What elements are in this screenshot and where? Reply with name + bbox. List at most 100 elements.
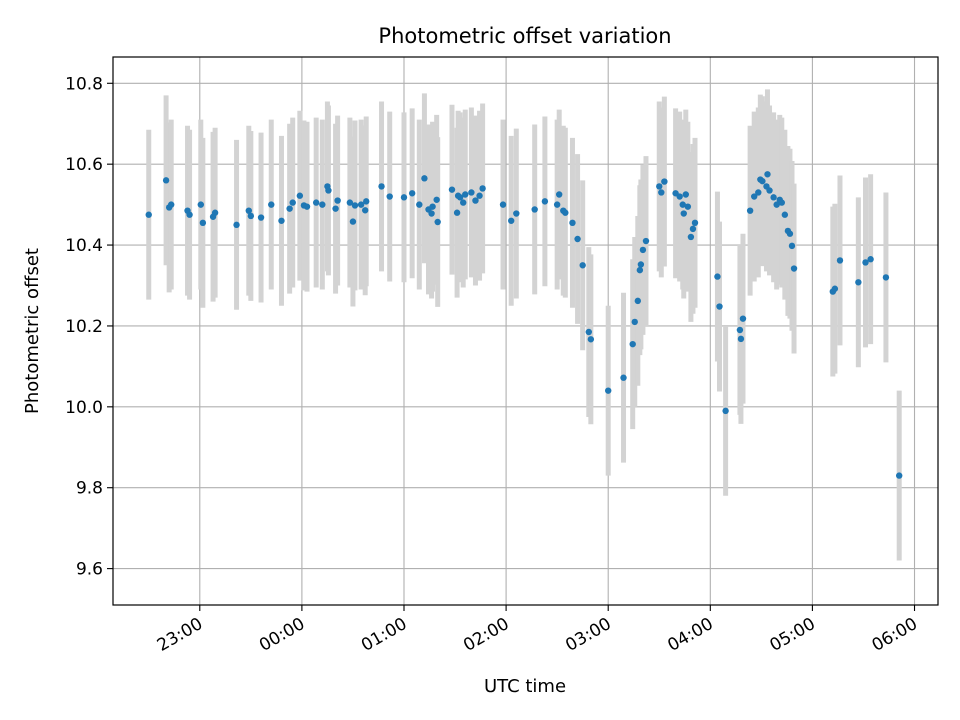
- data-point: [882, 274, 890, 281]
- data-point: [682, 191, 690, 198]
- data-point: [357, 201, 365, 208]
- data-point: [199, 219, 207, 227]
- y-axis-label: Photometric offset: [22, 248, 43, 414]
- data-point: [361, 207, 369, 214]
- data-point: [476, 192, 483, 199]
- data-point: [736, 326, 744, 334]
- data-point: [472, 197, 479, 204]
- data-point: [770, 194, 777, 201]
- data-point: [636, 266, 644, 274]
- data-point: [764, 171, 771, 178]
- data-point: [773, 201, 780, 208]
- data-point: [862, 259, 869, 266]
- data-point: [531, 206, 538, 213]
- data-point: [766, 187, 773, 194]
- data-point: [778, 199, 785, 206]
- data-point: [278, 217, 285, 224]
- data-point: [562, 209, 569, 216]
- data-point: [289, 199, 296, 206]
- data-point: [421, 175, 428, 182]
- data-point: [363, 198, 370, 205]
- data-point: [585, 328, 593, 336]
- data-point: [332, 205, 339, 212]
- data-point: [555, 191, 563, 198]
- data-point: [658, 189, 665, 196]
- y-tick-label: 10.6: [65, 155, 103, 175]
- data-point: [400, 194, 408, 201]
- data-point: [349, 218, 357, 225]
- data-point: [737, 335, 745, 343]
- data-point: [722, 407, 729, 415]
- data-point: [145, 211, 152, 218]
- data-point: [896, 472, 903, 479]
- data-point: [631, 318, 638, 326]
- data-point: [569, 219, 576, 227]
- x-axis-label: UTC time: [484, 676, 566, 697]
- data-point: [716, 303, 723, 310]
- data-point: [303, 203, 311, 210]
- data-point: [167, 201, 175, 208]
- data-point: [319, 201, 326, 208]
- data-point: [456, 194, 464, 201]
- data-point: [746, 207, 754, 214]
- data-point: [755, 189, 762, 196]
- y-tick-label: 10.8: [65, 74, 103, 94]
- data-point: [186, 211, 193, 218]
- data-point: [579, 262, 586, 269]
- data-point: [428, 210, 435, 217]
- data-point: [434, 218, 441, 226]
- data-point: [739, 315, 747, 322]
- data-point: [751, 193, 758, 200]
- data-point: [634, 297, 642, 305]
- data-point: [499, 201, 507, 208]
- data-points: [145, 171, 903, 479]
- data-point: [351, 202, 359, 209]
- data-point: [790, 265, 798, 272]
- data-point: [642, 237, 650, 245]
- data-point: [296, 192, 304, 199]
- data-point: [508, 217, 515, 224]
- data-point: [855, 279, 862, 286]
- data-point: [479, 185, 486, 192]
- plot-area-frame: [112, 56, 939, 606]
- data-point: [836, 257, 844, 264]
- data-point: [689, 225, 697, 233]
- data-point: [245, 207, 252, 214]
- y-tick-label: 10.2: [65, 317, 103, 337]
- data-point: [867, 256, 874, 263]
- data-point: [714, 273, 721, 280]
- chart-title: Photometric offset variation: [378, 24, 671, 48]
- data-point: [247, 212, 255, 220]
- y-tick-label: 9.8: [76, 479, 103, 499]
- data-point: [691, 219, 699, 227]
- data-point: [656, 183, 663, 190]
- data-point: [462, 191, 469, 198]
- data-point: [453, 209, 461, 216]
- data-point: [679, 201, 686, 208]
- data-point: [312, 199, 320, 206]
- data-point: [759, 177, 766, 185]
- data-point: [553, 201, 561, 208]
- y-tick-label: 10.4: [65, 236, 103, 256]
- y-tick-label: 10.0: [65, 398, 103, 418]
- data-point: [587, 336, 595, 343]
- data-point: [680, 210, 687, 217]
- data-point: [448, 186, 456, 193]
- data-point: [676, 193, 683, 200]
- data-point: [378, 183, 385, 190]
- data-point: [257, 214, 265, 221]
- data-point: [629, 340, 636, 348]
- data-point: [639, 246, 647, 254]
- data-point: [211, 209, 219, 216]
- data-point: [620, 374, 627, 381]
- data-point: [637, 261, 645, 268]
- data-point: [162, 177, 170, 184]
- data-point: [786, 230, 794, 237]
- data-point: [684, 203, 692, 210]
- data-point: [661, 178, 668, 185]
- data-point: [233, 221, 240, 229]
- data-point: [541, 198, 549, 205]
- data-point: [574, 235, 581, 243]
- data-point: [334, 197, 341, 204]
